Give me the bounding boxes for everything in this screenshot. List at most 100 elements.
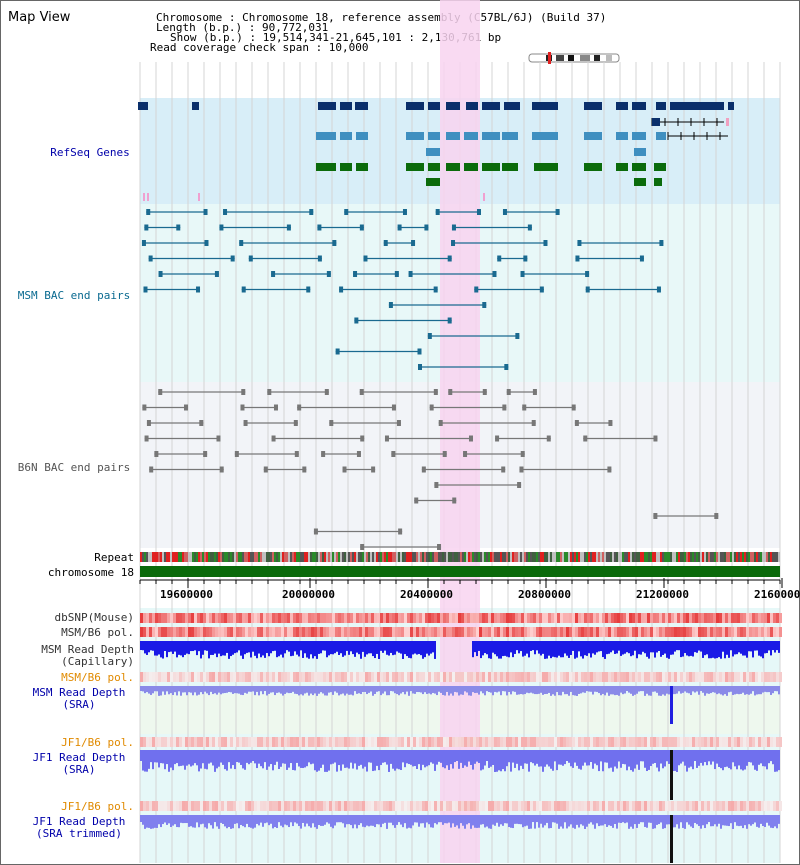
dbsnp-heat bbox=[161, 613, 164, 623]
msm-pol2-heat bbox=[536, 672, 539, 682]
msm-pol-heat bbox=[371, 627, 374, 637]
jf1-pol-heat bbox=[446, 737, 449, 747]
chromosome-ideogram[interactable] bbox=[528, 52, 622, 64]
jf1-sra-depth-bar bbox=[598, 750, 600, 772]
msm-sra-depth-bar bbox=[616, 686, 618, 695]
jf1-pol2-heat bbox=[503, 801, 506, 811]
msm-cap-depth-bar bbox=[242, 641, 244, 659]
repeat-mark bbox=[216, 552, 218, 562]
track-label-jf1-b6-pol[interactable]: JF1/B6 pol. bbox=[61, 736, 134, 749]
jf1-pol2-heat bbox=[458, 801, 461, 811]
b6n-bac-pair-end bbox=[234, 451, 239, 457]
jf1-pol2-heat bbox=[338, 801, 341, 811]
jf1-sra-depth-bar bbox=[156, 750, 158, 763]
jf1-trim-depth-bar bbox=[738, 815, 740, 827]
jf1-trim-depth-bar bbox=[302, 815, 304, 823]
msm-sra-depth-bar bbox=[526, 686, 528, 693]
msm-pol2-heat bbox=[602, 672, 605, 682]
jf1-pol2-heat bbox=[761, 801, 764, 811]
msm-cap-depth-bar bbox=[374, 641, 376, 659]
dbsnp-heat bbox=[446, 613, 449, 623]
track-label-jf1-depth-trim[interactable]: JF1 Read Depth bbox=[32, 815, 126, 828]
repeat-mark bbox=[408, 552, 410, 562]
msm-bac-pair-end bbox=[427, 333, 432, 339]
msm-pol-heat bbox=[311, 627, 314, 637]
track-label-refseq[interactable]: RefSeq Genes bbox=[50, 146, 130, 159]
track-label-b6n-bac[interactable]: B6N BAC end pairs bbox=[17, 461, 131, 474]
track-label-msm-b6-pol[interactable]: MSM/B6 pol. bbox=[61, 626, 134, 639]
jf1-trim-depth-bar bbox=[678, 815, 680, 829]
jf1-pol-heat bbox=[365, 737, 368, 747]
jf1-trim-depth-bar bbox=[462, 815, 464, 826]
msm-cap-depth-bar bbox=[648, 641, 650, 659]
msm-bac-pair-end bbox=[577, 240, 582, 246]
msm-pol-heat bbox=[590, 627, 593, 637]
jf1-trim-depth-bar bbox=[210, 815, 212, 826]
track-label-msm-b6-pol-2[interactable]: MSM/B6 pol. bbox=[61, 671, 134, 684]
msm-pol2-heat bbox=[740, 672, 743, 682]
msm-pol-heat bbox=[461, 627, 464, 637]
jf1-sra-depth-bar bbox=[330, 750, 332, 765]
track-label-jf1-b6-pol-2[interactable]: JF1/B6 pol. bbox=[61, 800, 134, 813]
track-label-msm-bac[interactable]: MSM BAC end pairs bbox=[17, 289, 131, 302]
jf1-sra-depth-bar bbox=[246, 750, 248, 763]
jf1-pol2-heat bbox=[155, 801, 158, 811]
jf1-pol-heat bbox=[308, 737, 311, 747]
jf1-trim-depth-bar bbox=[264, 815, 266, 824]
msm-bac-pair-end bbox=[230, 255, 235, 262]
jf1-pol2-heat bbox=[377, 801, 380, 811]
ideogram-band bbox=[594, 55, 600, 61]
msm-cap-depth-bar bbox=[506, 641, 508, 657]
msm-cap-depth-bar bbox=[638, 641, 640, 655]
msm-sra-depth-bar bbox=[152, 686, 154, 694]
jf1-sra-depth-bar bbox=[370, 750, 372, 763]
msm-cap-depth-bar bbox=[202, 641, 204, 655]
track-label-msm-depth-sra[interactable]: MSM Read Depth bbox=[32, 686, 126, 699]
jf1-trim-depth-bar bbox=[686, 815, 688, 823]
jf1-trim-depth-bar bbox=[502, 815, 504, 826]
repeat-mark bbox=[674, 552, 676, 562]
track-label-repeat[interactable]: Repeat bbox=[94, 551, 134, 564]
msm-cap-depth-bar bbox=[322, 641, 324, 651]
track-label-dbsnp[interactable]: dbSNP(Mouse) bbox=[54, 611, 134, 624]
jf1-pol-heat bbox=[341, 737, 344, 747]
track-label-msm-depth-cap[interactable]: MSM Read Depth bbox=[41, 643, 134, 656]
jf1-pol-heat bbox=[632, 737, 635, 747]
msm-cap-depth-bar bbox=[228, 641, 230, 659]
repeat-mark bbox=[436, 552, 438, 562]
jf1-pol2-heat bbox=[773, 801, 776, 811]
repeat-mark bbox=[568, 552, 570, 562]
b6n-bac-pair-end bbox=[273, 404, 278, 411]
jf1-sra-depth-bar bbox=[536, 750, 538, 764]
repeat-mark bbox=[766, 552, 768, 562]
msm-pol2-heat bbox=[350, 672, 353, 682]
jf1-trim-depth-bar bbox=[448, 815, 450, 823]
dbsnp-heat bbox=[698, 613, 701, 623]
jf1-sra-depth-bar bbox=[602, 750, 604, 772]
msm-sra-depth-bar bbox=[478, 686, 480, 695]
msm-sra-depth-bar bbox=[348, 686, 350, 695]
jf1-pol2-heat bbox=[665, 801, 668, 811]
msm-pol-heat bbox=[731, 627, 734, 637]
jf1-sra-depth-bar bbox=[204, 750, 206, 769]
msm-pol-heat bbox=[641, 627, 644, 637]
msm-pol2-heat bbox=[482, 672, 485, 682]
msm-cap-depth-bar bbox=[236, 641, 238, 653]
msm-pol2-heat bbox=[239, 672, 242, 682]
msm-sra-depth-bar bbox=[714, 686, 716, 693]
msm-cap-depth-bar bbox=[388, 641, 390, 656]
track-label-chromosome[interactable]: chromosome 18 bbox=[47, 566, 134, 579]
msm-pol-heat bbox=[221, 627, 224, 637]
b6n-bac-pair-end bbox=[448, 389, 453, 395]
repeat-mark bbox=[562, 552, 564, 562]
msm-cap-depth-bar bbox=[716, 641, 718, 659]
jf1-pol-heat bbox=[629, 737, 632, 747]
msm-sra-depth-bar bbox=[428, 686, 430, 694]
msm-pol2-heat bbox=[275, 672, 278, 682]
msm-cap-depth-bar bbox=[606, 641, 608, 655]
jf1-trim-depth-bar bbox=[140, 815, 142, 823]
msm-cap-depth-bar bbox=[666, 641, 668, 658]
dbsnp-heat bbox=[281, 613, 284, 623]
track-label-jf1-depth-sra[interactable]: JF1 Read Depth bbox=[32, 751, 126, 764]
